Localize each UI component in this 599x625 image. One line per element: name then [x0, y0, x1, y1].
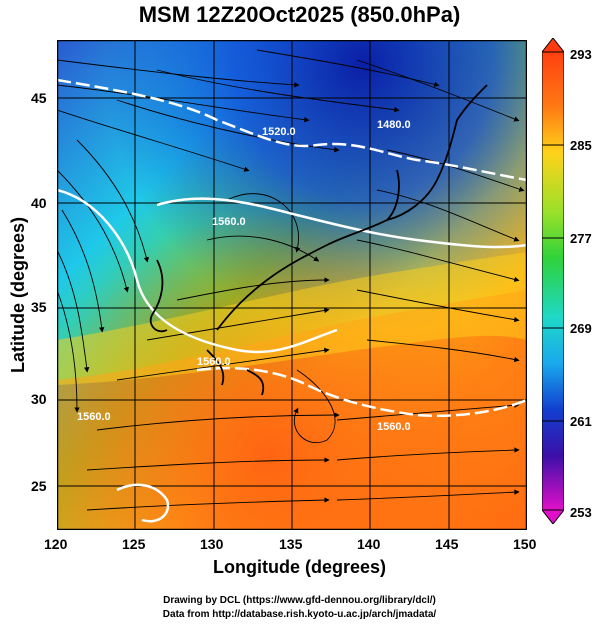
- x-tick-label: 135: [279, 536, 303, 552]
- colorbar-tick-label: 277: [570, 231, 592, 246]
- x-tick-label: 145: [435, 536, 459, 552]
- y-tick-label: 30: [31, 391, 47, 407]
- colorbar-bottom-arrow: [542, 509, 564, 524]
- height-contours: [57, 78, 527, 523]
- y-tick-label: 25: [31, 478, 47, 494]
- map-title: MSM 12Z20Oct2025 (850.0hPa): [138, 2, 461, 27]
- credit-drawing: Drawing by DCL (https://www.gfd-dennou.o…: [163, 595, 436, 606]
- contour-label: 1560.0: [377, 421, 411, 433]
- contour-label: 1520.0: [262, 126, 296, 138]
- y-tick-label: 45: [31, 90, 47, 106]
- streamlines: [57, 49, 525, 511]
- colorbar-tick-label: 261: [570, 414, 592, 429]
- colorbar-tick-label: 269: [570, 321, 592, 336]
- map-frame: [57, 40, 527, 530]
- coastlines: [149, 84, 488, 396]
- colorbar-top-arrow: [542, 38, 564, 53]
- contour-label: 1560.0: [197, 356, 231, 368]
- map-panel: 1520.0 1480.0 1560.0 1560.0 1560.0 1560.…: [57, 40, 527, 530]
- colorbar-tick-label: 285: [570, 138, 592, 153]
- colorbar-tick-label: 293: [570, 47, 592, 62]
- colorbar: [542, 38, 564, 524]
- y-axis-title-text: Latitude (degrees): [8, 216, 28, 374]
- x-tick-label: 150: [513, 536, 537, 552]
- x-tick-label: 130: [200, 536, 224, 552]
- x-axis-title: Longitude (degrees): [212, 557, 386, 577]
- y-tick-label: 35: [31, 299, 47, 315]
- colorbar-body: [542, 51, 564, 511]
- x-tick-label: 125: [122, 536, 146, 552]
- lat-lon-grid: [57, 40, 527, 530]
- contour-label: 1560.0: [77, 411, 111, 423]
- contour-label: 1480.0: [377, 119, 411, 131]
- contour-labels: 1520.0 1480.0 1560.0 1560.0 1560.0 1560.…: [77, 119, 411, 433]
- credit-data: Data from http://database.rish.kyoto-u.a…: [162, 609, 437, 620]
- y-tick-label: 40: [31, 195, 47, 211]
- x-tick-label: 140: [357, 536, 381, 552]
- x-tick-label: 120: [44, 536, 68, 552]
- colorbar-tick-label: 253: [570, 505, 592, 520]
- contour-label: 1560.0: [212, 216, 246, 228]
- y-axis-title: Latitude (degrees): [8, 217, 28, 373]
